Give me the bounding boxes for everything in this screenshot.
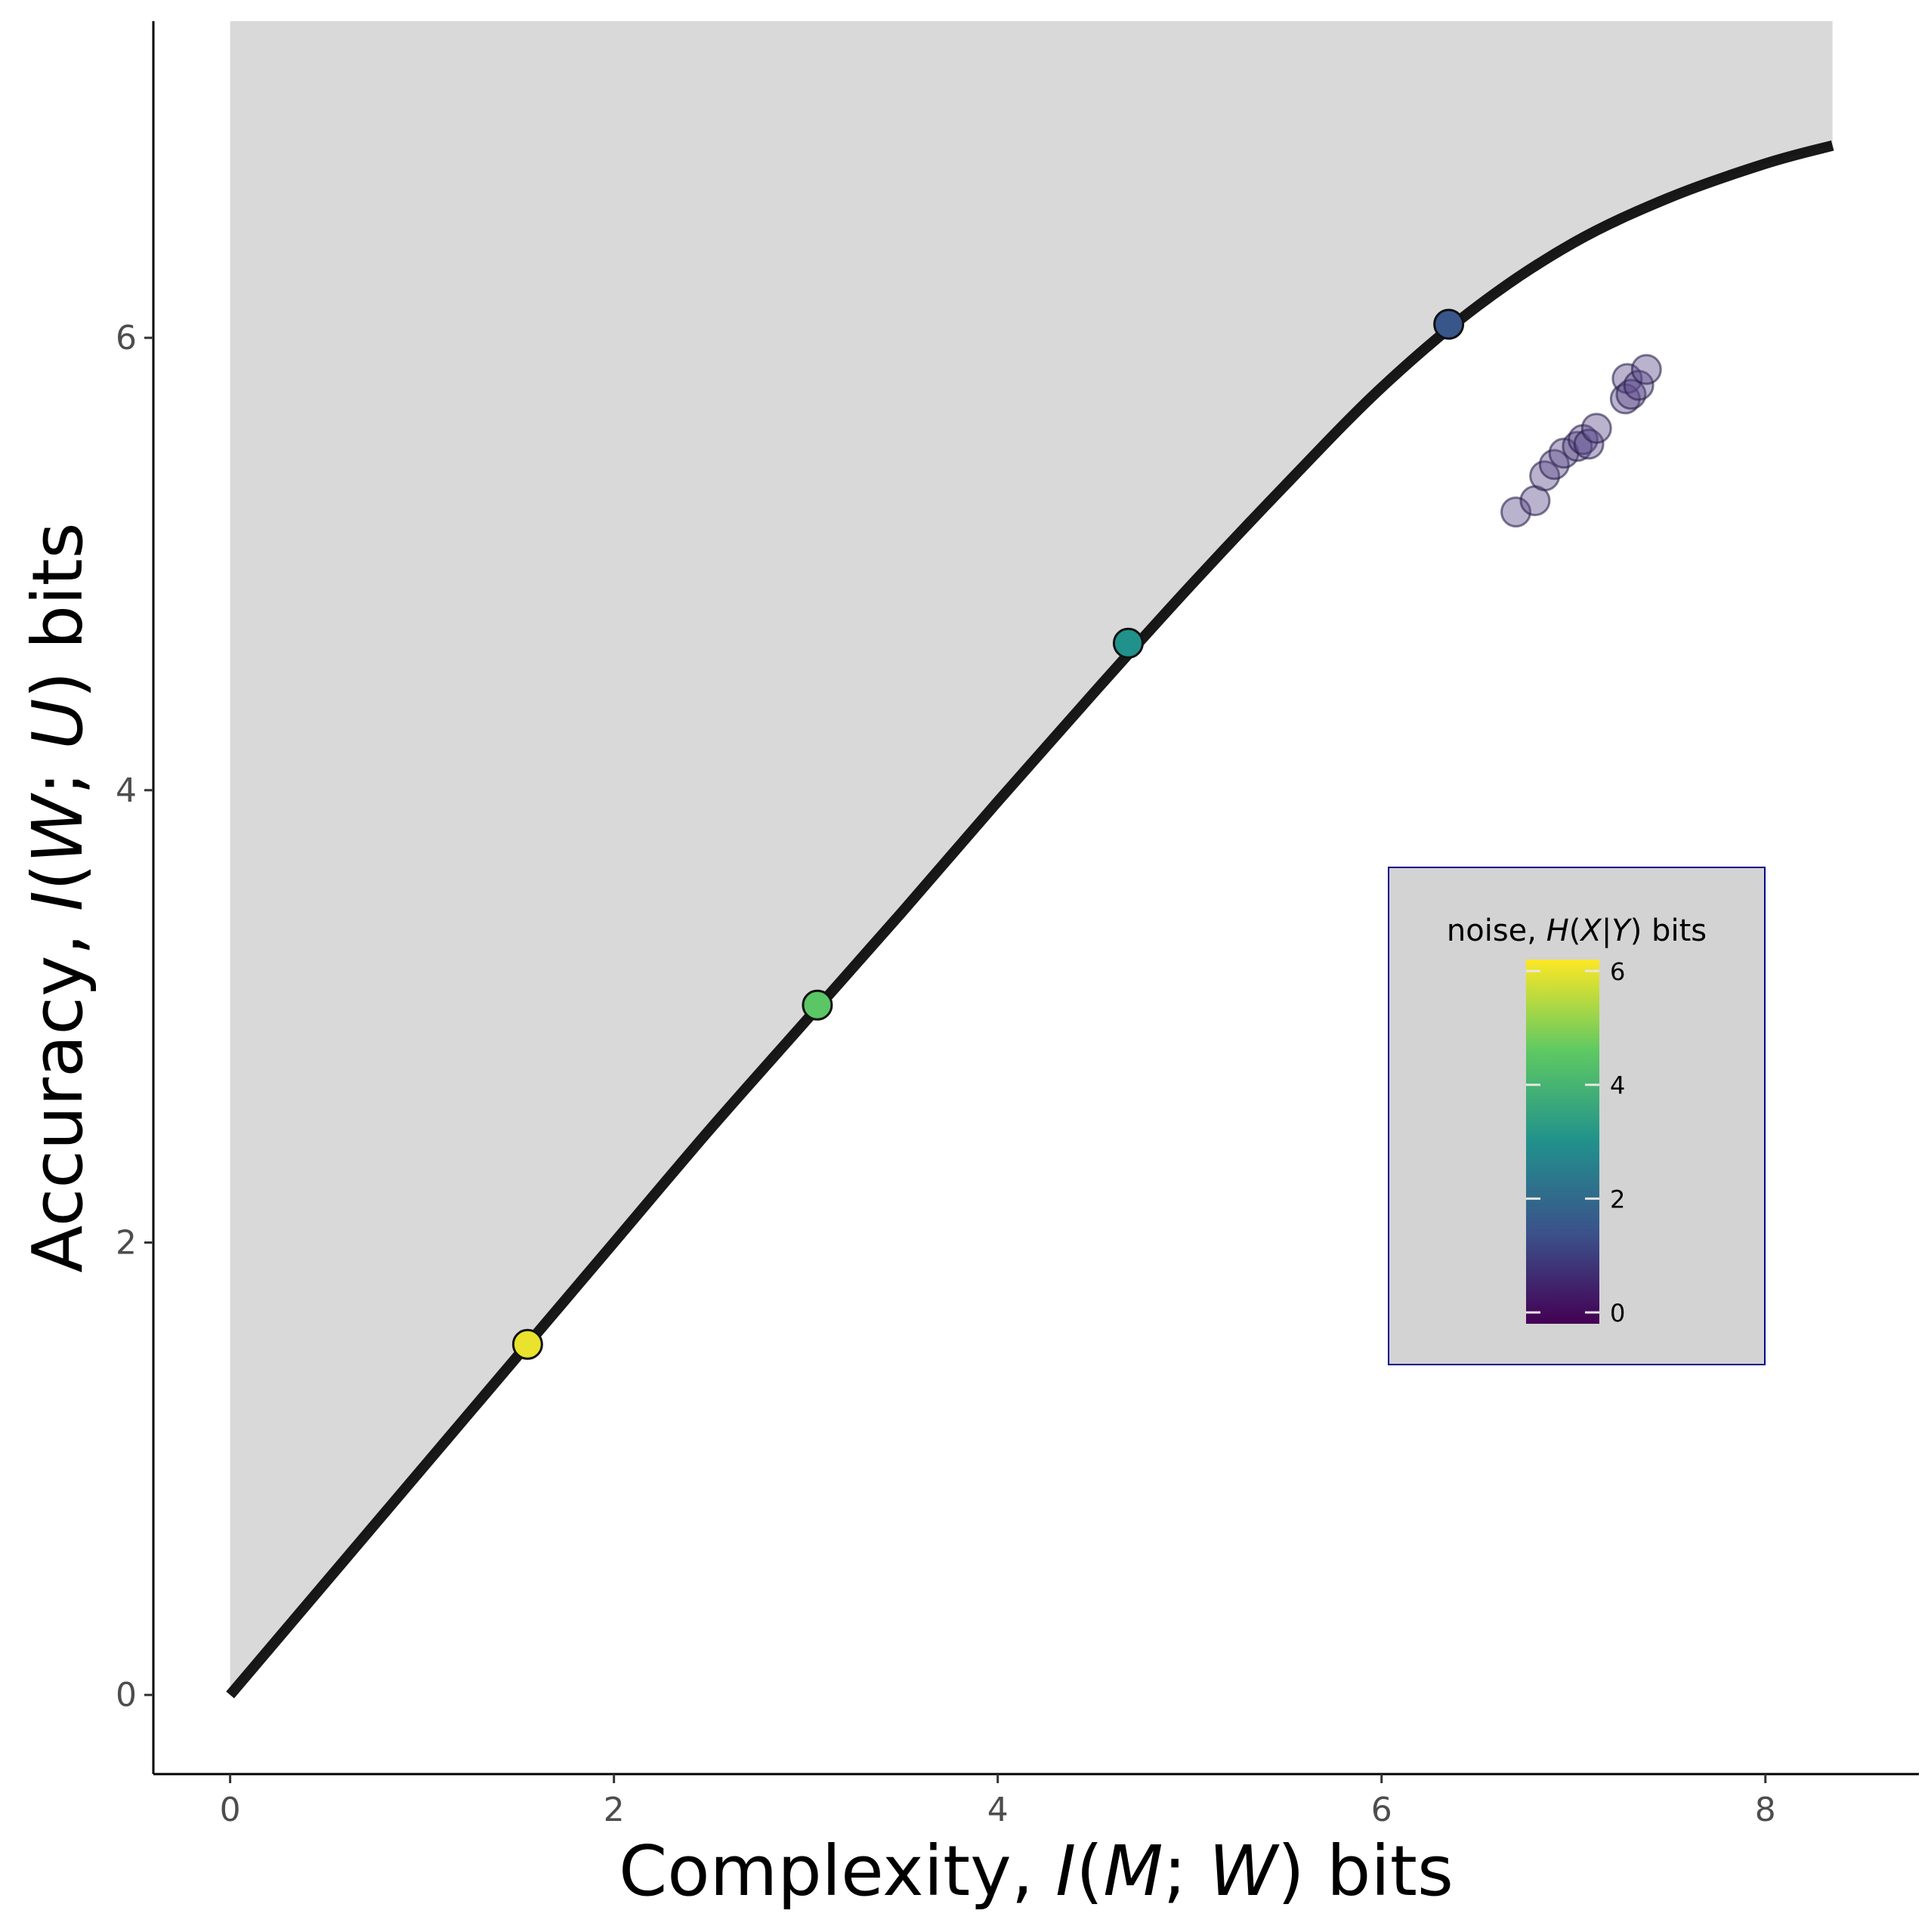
x-axis-title: Complexity, I(M; W) bits (619, 1831, 1454, 1912)
feasible-region (230, 21, 1833, 1696)
frontier-curve (226, 140, 1834, 1699)
axes-layer: 0 2 4 6 8 0 2 4 6 (116, 21, 1919, 1829)
colorbar-tick-label: 6 (1610, 957, 1625, 986)
frontier-point (1112, 627, 1144, 659)
x-tick-label: 8 (1755, 1791, 1776, 1829)
colorbar (1526, 960, 1599, 1324)
colorbar-tick-label: 2 (1610, 1185, 1625, 1213)
observed-point (1580, 413, 1612, 444)
frontier-point (1433, 308, 1465, 340)
legend-title: noise, H(X|Y) bits (1447, 913, 1707, 948)
observed-point (1630, 354, 1662, 385)
points-layer (511, 308, 1662, 1360)
axis-titles-layer: Complexity, I(M; W) bits Accuracy, I(W; U… (17, 522, 1454, 1912)
frontier-curve-layer (226, 140, 1834, 1699)
x-tick-label: 2 (604, 1791, 625, 1829)
observed-point (1500, 496, 1532, 528)
x-tick-label: 0 (220, 1791, 241, 1829)
y-tick-label: 6 (116, 319, 137, 357)
x-tick-label: 4 (987, 1791, 1009, 1829)
y-axis-title: Accuracy, I(W; U) bits (17, 522, 98, 1272)
frontier-point (802, 989, 833, 1021)
observed-point (1573, 428, 1605, 460)
y-tick-label: 4 (116, 771, 137, 810)
feasible-region-layer (230, 21, 1833, 1696)
colorbar-tick-label: 4 (1610, 1071, 1625, 1100)
colorbar-legend: noise, H(X|Y) bits 0 2 4 6 (1388, 867, 1766, 1365)
x-tick-label: 6 (1371, 1791, 1392, 1829)
observed-point (1623, 369, 1654, 401)
y-tick-label: 0 (116, 1676, 137, 1714)
frontier-point (511, 1328, 543, 1360)
colorbar-tick-label: 0 (1610, 1299, 1625, 1328)
y-tick-label: 2 (116, 1224, 137, 1263)
